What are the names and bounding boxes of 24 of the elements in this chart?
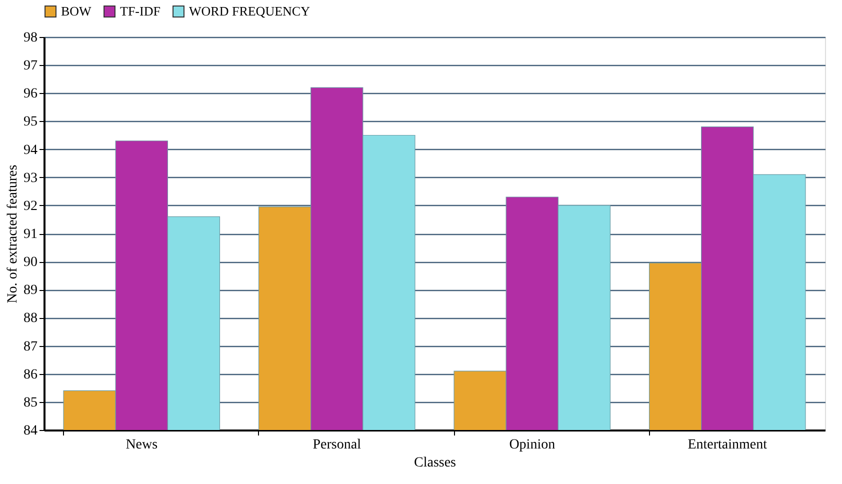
y-tick-label: 87 — [24, 339, 38, 354]
legend-label: TF-IDF — [120, 4, 160, 19]
x-tick-label: Personal — [312, 438, 362, 452]
legend-label: BOW — [61, 4, 92, 19]
y-tick-label: 97 — [24, 58, 38, 74]
y-tick-label: 98 — [24, 30, 38, 46]
legend-label: WORD FREQUENCY — [189, 4, 311, 19]
y-tick-label: 91 — [24, 227, 38, 242]
y-tick-label: 90 — [24, 255, 38, 270]
y-tick-label: 85 — [24, 395, 38, 410]
y-tick-label: 84 — [24, 424, 38, 438]
y-axis-title: No. of extracted features — [6, 164, 20, 304]
y-tick-label: 94 — [24, 142, 38, 158]
x-tick-label: Entertainment — [688, 438, 768, 452]
y-tick-label: 93 — [24, 170, 38, 186]
y-tick-label: 95 — [24, 114, 38, 130]
y-tick-label: 86 — [24, 367, 38, 382]
y-tick-label: 92 — [24, 198, 38, 214]
y-tick-label: 89 — [24, 283, 38, 298]
x-tick-label: News — [126, 438, 158, 452]
x-axis-title: Classes — [414, 456, 456, 470]
y-tick-label: 88 — [24, 311, 38, 326]
x-tick-label: Opinion — [509, 438, 556, 452]
y-tick-label: 96 — [24, 86, 38, 102]
